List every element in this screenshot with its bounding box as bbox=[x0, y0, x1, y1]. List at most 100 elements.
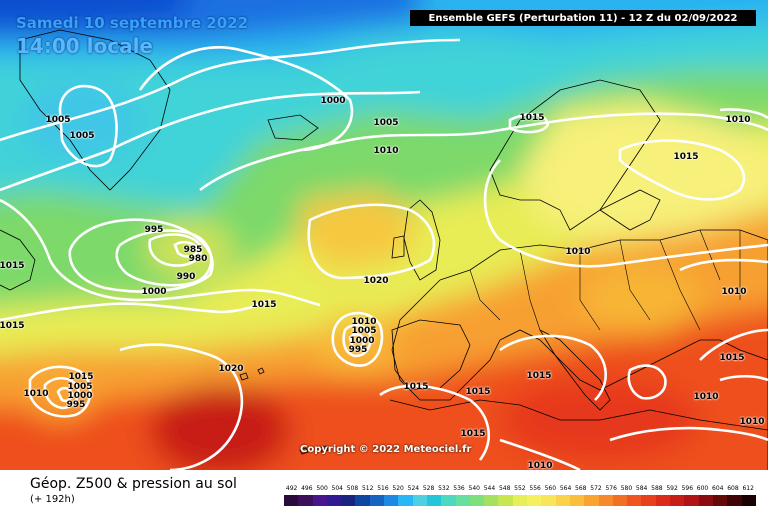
chart-title: Géop. Z500 & pression au sol bbox=[30, 476, 237, 492]
isobar-label: 980 bbox=[188, 254, 208, 264]
isobar-label: 1010 bbox=[565, 247, 591, 257]
scale-swatch bbox=[569, 495, 585, 506]
isobar-label: 1005 bbox=[351, 326, 377, 336]
forecast-lead-time: (+ 192h) bbox=[30, 494, 75, 505]
isobar-label: 1010 bbox=[23, 389, 49, 399]
z500-color-field bbox=[0, 0, 768, 470]
scale-swatch bbox=[412, 495, 427, 506]
coastlines bbox=[0, 29, 768, 470]
z500-color-scale: 492 496 500 504 508 512 516 520 524 528 532 536 540 5… bbox=[284, 484, 756, 506]
isobar-label: 995 bbox=[144, 225, 164, 235]
scale-swatch bbox=[498, 495, 513, 506]
forecast-local-time: 14:00 locale bbox=[16, 34, 153, 58]
isobar-label: 1000 bbox=[67, 391, 93, 401]
scale-swatch bbox=[555, 495, 570, 506]
scale-swatch bbox=[284, 495, 299, 506]
scale-swatch bbox=[469, 495, 485, 506]
scale-tick-label: 564 bbox=[559, 485, 572, 492]
scale-tick-label: 500 bbox=[316, 485, 328, 492]
scale-tick-label: 604 bbox=[712, 485, 724, 492]
geopotential-map: 1005 1005 1000 1005 1010 1015 1010 1015 … bbox=[0, 0, 768, 470]
isobar-label: 995 bbox=[348, 345, 368, 355]
scale-tick-label: 528 bbox=[422, 485, 435, 492]
scale-tick-label: 560 bbox=[544, 485, 557, 492]
scale-swatch bbox=[641, 495, 656, 506]
scale-tick-label: 516 bbox=[377, 485, 389, 492]
isobar-label: 995 bbox=[66, 400, 86, 410]
scale-swatch bbox=[712, 495, 728, 506]
isobar-label: 1000 bbox=[349, 336, 375, 346]
scale-swatch bbox=[441, 495, 456, 506]
isobar-label: 1000 bbox=[320, 96, 346, 106]
isobar-label: 1015 bbox=[68, 372, 94, 382]
isobar-label: 1020 bbox=[363, 276, 389, 286]
scale-swatch bbox=[627, 495, 642, 506]
scale-swatch bbox=[512, 495, 528, 506]
scale-swatch bbox=[426, 495, 442, 506]
isobar-label: 1015 bbox=[0, 261, 25, 271]
scale-tick-label: 496 bbox=[301, 485, 313, 492]
scale-tick-label: 552 bbox=[514, 485, 526, 492]
forecast-date: Samedi 10 septembre 2022 bbox=[16, 14, 249, 32]
scale-tick-label: 536 bbox=[453, 485, 465, 492]
model-run-label: Ensemble GEFS (Perturbation 11) - 12 Z d… bbox=[410, 10, 756, 26]
scale-tick-label: 568 bbox=[575, 485, 587, 492]
copyright-notice: Copyright © 2022 Meteociel.fr bbox=[300, 444, 472, 455]
scale-swatch bbox=[670, 495, 685, 506]
scale-swatch bbox=[455, 495, 470, 506]
scale-tick-label: 548 bbox=[498, 485, 511, 492]
scale-tick-label: 596 bbox=[681, 485, 694, 492]
isobar-label: 1015 bbox=[519, 113, 545, 123]
scale-swatch bbox=[384, 495, 399, 506]
isobar-label: 1015 bbox=[403, 382, 429, 392]
isobar-label: 1015 bbox=[526, 371, 552, 381]
scale-swatch bbox=[541, 495, 556, 506]
scale-color-bar bbox=[284, 495, 756, 506]
isobar-label: 1005 bbox=[69, 131, 95, 141]
isobar-label: 990 bbox=[176, 272, 196, 282]
isobar-label: 1010 bbox=[725, 115, 751, 125]
scale-swatch bbox=[584, 495, 599, 506]
scale-tick-label: 544 bbox=[483, 485, 496, 492]
scale-swatch bbox=[312, 495, 327, 506]
scale-swatch bbox=[298, 495, 313, 506]
scale-tick-label: 504 bbox=[331, 485, 343, 492]
scale-tick-label: 524 bbox=[407, 485, 420, 492]
scale-swatch bbox=[612, 495, 628, 506]
map-canvas bbox=[0, 0, 768, 470]
isobar-label: 1010 bbox=[527, 461, 553, 470]
isobar-label: 1015 bbox=[465, 387, 491, 397]
isobar-label: 1010 bbox=[721, 287, 747, 297]
isobar-label: 1005 bbox=[67, 382, 93, 392]
scale-swatch bbox=[398, 495, 413, 506]
scale-tick-label: 532 bbox=[438, 485, 450, 492]
scale-swatch bbox=[727, 495, 742, 506]
scale-swatch bbox=[326, 495, 342, 506]
scale-tick-label: 508 bbox=[346, 485, 359, 492]
scale-tick-label: 512 bbox=[361, 485, 374, 492]
scale-tick-label: 572 bbox=[590, 485, 602, 492]
isobar-label: 1010 bbox=[739, 417, 765, 427]
scale-swatch bbox=[369, 495, 385, 506]
scale-swatch bbox=[698, 495, 713, 506]
scale-tick-label: 588 bbox=[651, 485, 663, 492]
scale-tick-label: 592 bbox=[666, 485, 678, 492]
isobar-label: 1010 bbox=[351, 317, 377, 327]
scale-tick-label: 576 bbox=[605, 485, 617, 492]
scale-swatch bbox=[655, 495, 671, 506]
scale-swatch bbox=[484, 495, 499, 506]
isobar-label: 1015 bbox=[0, 321, 25, 331]
isobar-label: 1015 bbox=[673, 152, 699, 162]
isobar-label: 1015 bbox=[719, 353, 745, 363]
isobar-label: 1020 bbox=[218, 364, 244, 374]
scale-tick-label: 520 bbox=[392, 485, 404, 492]
scale-tick-label: 492 bbox=[285, 485, 298, 492]
isobar-label: 1015 bbox=[251, 300, 277, 310]
scale-tick-label: 556 bbox=[529, 485, 541, 492]
scale-swatch bbox=[741, 495, 756, 506]
isobar-label: 1015 bbox=[460, 429, 486, 439]
scale-tick-label: 608 bbox=[727, 485, 739, 492]
isobar-label: 1000 bbox=[141, 287, 167, 297]
scale-tick-label: 580 bbox=[620, 485, 633, 492]
scale-swatch bbox=[684, 495, 699, 506]
